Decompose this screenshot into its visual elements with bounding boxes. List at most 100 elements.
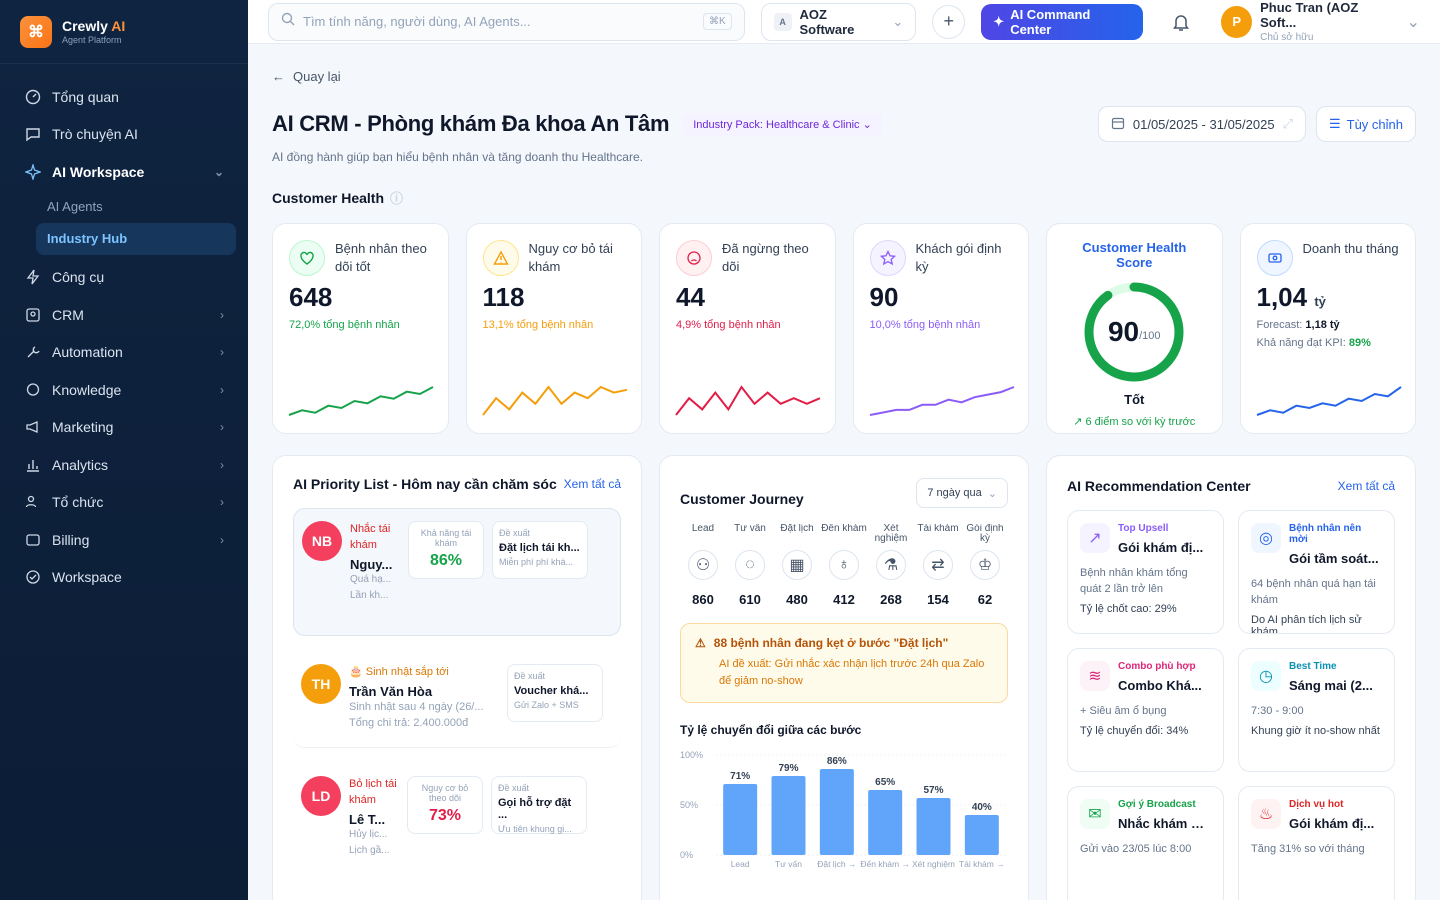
sidebar-item-billing[interactable]: Billing › <box>12 521 236 559</box>
sidebar-item-label: Tổ chức <box>52 494 104 511</box>
industry-pack-selector[interactable]: Industry Pack: Healthcare & Clinic ⌄ <box>683 112 882 136</box>
brand[interactable]: ⌘ Crewly AI Agent Platform <box>0 0 248 64</box>
health-score-max: /100 <box>1139 330 1161 342</box>
health-score-card[interactable]: Customer Health Score 90/100 Tốt ↗ 6 điể… <box>1046 223 1223 434</box>
bar-value-label: 86% <box>827 756 847 767</box>
org-selector[interactable]: A AOZ Software ⌄ <box>760 2 917 41</box>
sidebar-item-overview[interactable]: Tổng quan <box>12 78 236 116</box>
search-input[interactable] <box>303 14 704 29</box>
conversion-bar <box>819 769 854 855</box>
sidebar-item-workspace[interactable]: Workspace <box>12 559 236 597</box>
patient-detail: Lịch gầ... <box>349 845 390 856</box>
sidebar-item-industry-hub[interactable]: Industry Hub <box>36 222 236 255</box>
patient-detail: Quá hạ... <box>350 574 392 585</box>
sidebar-item-ai-workspace[interactable]: AI Workspace ⌄ <box>12 153 236 191</box>
sidebar-item-crm[interactable]: CRM › <box>12 296 236 334</box>
kpi-chance-label: Khả năng đạt KPI: <box>1256 337 1346 349</box>
sidebar-item-analytics[interactable]: Analytics › <box>12 446 236 484</box>
chevron-right-icon: › <box>220 345 224 360</box>
add-button[interactable]: + <box>932 4 966 39</box>
period-value: 7 ngày qua <box>927 487 982 499</box>
stethoscope-icon: ♁ <box>829 550 859 580</box>
revenue-value: 1,04 <box>1256 282 1308 312</box>
journey-step-consult[interactable]: Tư vấn ◌ 610 <box>727 524 773 607</box>
forecast-value: 1,18 tỷ <box>1305 319 1340 331</box>
journey-step-booking[interactable]: Đặt lịch ▦ 480 <box>774 524 820 607</box>
sidebar-item-ai-agents[interactable]: AI Agents <box>47 199 103 214</box>
journey-step-revisit[interactable]: Tái khám ⇄ 154 <box>915 524 961 607</box>
kpi-card-subscription[interactable]: Khách gói định kỳ 90 10,0% tổng bệnh nhâ… <box>852 223 1029 434</box>
repeat-icon: ⇄ <box>923 550 953 580</box>
recommendation-card[interactable]: ≋ Combo phù hợp Combo Khá... + Siêu âm ổ b… <box>1067 648 1224 772</box>
kpi-value: 44 <box>676 282 705 312</box>
priority-item[interactable]: NB Nhắc tái khám Nguy... Quá hạ... Lần k… <box>293 508 621 636</box>
x-tick-label: Tái khám → <box>959 859 1005 869</box>
sidebar-item-organization[interactable]: Tổ chức › <box>12 484 236 522</box>
rec-desc: Gửi vào 23/05 lúc 8:00 <box>1080 843 1192 855</box>
priority-action[interactable]: Đề xuất Gọi hỗ trợ đặt ... Ưu tiên khung… <box>491 776 587 834</box>
sidebar-item-tools[interactable]: Công cụ <box>12 259 236 297</box>
date-range-picker[interactable]: 01/05/2025 - 31/05/2025 ⤢ <box>1097 106 1306 142</box>
step-label: Xét nghiệm <box>874 524 908 544</box>
kpi-card-risk-churn[interactable]: Nguy cơ bỏ tái khám 118 13,1% tổng bệnh … <box>465 223 642 434</box>
priority-action[interactable]: Đề xuất Đặt lịch tái kh... Miễn phí phí … <box>492 521 588 579</box>
recommendation-card[interactable]: ◷ Best Time Sáng mai (2... 7:30 - 9:00 Khu… <box>1238 648 1395 772</box>
sparkline <box>481 385 627 416</box>
recommendation-card[interactable]: ↗ Top Upsell Gói khám đị... Bệnh nhân khám… <box>1067 510 1224 634</box>
y-tick-label: 100% <box>680 750 703 760</box>
journey-alert[interactable]: ⚠ 88 bệnh nhân đang kẹt ở bước "Đặt lịch"… <box>680 623 1008 703</box>
chat-icon: ◌ <box>735 550 765 580</box>
rec-metric: Tỷ lệ chuyển đổi: 34% <box>1080 725 1189 737</box>
chat-bubble-icon <box>24 381 42 399</box>
kpi-subtext: 13,1% tổng bệnh nhân <box>482 319 594 331</box>
priority-action[interactable]: Đề xuất Voucher khá... Gửi Zalo + SMS <box>507 664 603 722</box>
kpi-card-good-followup[interactable]: Bệnh nhân theo dõi tốt 648 72,0% tổng bệ… <box>272 223 449 434</box>
user-role: Chủ sở hữu <box>1260 32 1314 43</box>
back-link[interactable]: ← Quay lại <box>272 66 1416 86</box>
period-select[interactable]: 7 ngày qua ⌄ <box>916 478 1008 508</box>
priority-metric: Nguy cơ bỏ theo dõi 73% <box>407 776 483 834</box>
journey-step-package[interactable]: Gói định kỳ ♔ 62 <box>962 524 1008 607</box>
action-subtitle: Gửi Zalo + SMS <box>514 700 579 710</box>
warning-icon: ⚠ <box>695 636 706 650</box>
sidebar-item-marketing[interactable]: Marketing › <box>12 409 236 447</box>
kpi-card-revenue[interactable]: Doanh thu tháng 1,04 tỷ Forecast: 1,18 t… <box>1239 223 1416 434</box>
sidebar-item-automation[interactable]: Automation › <box>12 334 236 372</box>
gauge-arc <box>1084 282 1184 382</box>
ai-command-center-button[interactable]: ✦ AI Command Center <box>981 3 1143 40</box>
kpi-label: Doanh thu tháng <box>1302 241 1399 256</box>
customer-journey-panel: Customer Journey 7 ngày qua ⌄ Lead ⚇ 860 Tư… <box>659 455 1029 900</box>
bar-value-label: 40% <box>972 802 992 813</box>
search-box[interactable]: ⌘K <box>268 2 745 41</box>
main-area: ⌘K A AOZ Software ⌄ + ✦ AI Command Cente… <box>248 0 1440 900</box>
notification-bell-icon[interactable] <box>1165 5 1198 39</box>
recommendation-card[interactable]: ♨ Dịch vụ hot Gói khám đị... Tăng 31% so v… <box>1238 786 1395 900</box>
recommendation-card[interactable]: ✉ Gợi ý Broadcast Nhắc khám s... Gửi vào 2… <box>1067 786 1224 900</box>
sidebar-item-label: Analytics <box>52 456 109 473</box>
kpi-card-stopped[interactable]: Đã ngừng theo dõi 44 4,9% tổng bệnh nhân <box>659 223 836 434</box>
action-label: Đề xuất <box>498 783 530 793</box>
recommendation-card[interactable]: ◎ Bệnh nhân nên mời Gói tầm soát... 64 bện… <box>1238 510 1395 634</box>
chevron-down-icon: ⌄ <box>213 164 224 179</box>
journey-step-test[interactable]: Xét nghiệm ⚗ 268 <box>868 524 914 607</box>
revenue-kpi: Khả năng đạt KPI: 89% <box>1257 337 1400 349</box>
kpi-label: Đã ngừng theo dõi <box>722 241 809 274</box>
user-name: Phuc Tran (AOZ Soft... <box>1260 0 1359 30</box>
info-icon[interactable]: ⓘ <box>390 191 404 206</box>
rec-name: Nhắc khám s... <box>1118 816 1208 831</box>
sidebar-item-ai-chat[interactable]: Trò chuyện AI <box>12 116 236 154</box>
rec-name: Gói tầm soát... <box>1289 551 1379 566</box>
step-value: 860 <box>692 592 714 607</box>
priority-view-all-link[interactable]: Xem tất cả <box>563 477 621 491</box>
users-icon <box>24 493 42 511</box>
journey-step-lead[interactable]: Lead ⚇ 860 <box>680 524 726 607</box>
sidebar-item-knowledge[interactable]: Knowledge › <box>12 371 236 409</box>
health-score-delta: ↗ 6 điểm so với kỳ trước <box>1063 415 1206 428</box>
priority-item[interactable]: TH 🎂 Sinh nhật sắp tới Trần Văn Hòa Sinh… <box>293 652 621 748</box>
journey-step-visit[interactable]: Đến khám ♁ 412 <box>821 524 867 607</box>
recommendation-view-all-link[interactable]: Xem tất cả <box>1337 479 1395 493</box>
customize-button[interactable]: ☰ Tùy chỉnh <box>1315 106 1416 142</box>
patient-name: Nguy... <box>350 557 393 572</box>
priority-item[interactable]: LD Bỏ lịch tái khám Lê T... Hủy lịc... L… <box>293 764 621 884</box>
user-menu[interactable]: P Phuc Tran (AOZ Soft... Chủ sở hữu ⌄ <box>1221 0 1420 43</box>
